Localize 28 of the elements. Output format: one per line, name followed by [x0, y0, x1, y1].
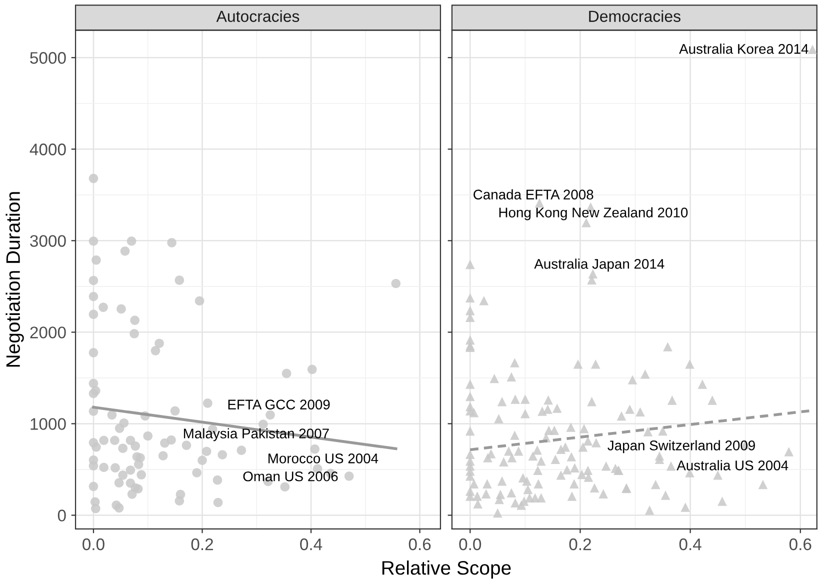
x-tick-label: 0.4: [679, 538, 702, 550]
x-tick-label: 0.4: [300, 538, 322, 550]
y-tick-label: 1000: [30, 418, 66, 430]
annotation: Hong Kong New Zealand 2010: [499, 207, 688, 220]
x-tick-label: 0.0: [82, 538, 104, 550]
x-tick-label: 0.2: [569, 538, 591, 550]
x-tick-label: 0.2: [191, 538, 213, 550]
chart-title: Democracies: [589, 10, 680, 22]
x-axis-title: Relative Scope: [382, 560, 511, 579]
y-tick-label: 2000: [30, 326, 66, 338]
annotation: Australia Japan 2014: [534, 258, 664, 272]
annotation: Canada EFTA 2008: [474, 189, 594, 200]
x-tick-label: 0.6: [408, 538, 431, 550]
chart-title: Autocracies: [216, 10, 300, 22]
y-tick-label: 5000: [30, 52, 66, 64]
y-axis-title: Negotiation Duration: [6, 192, 24, 367]
annotation: EFTA GCC 2009: [228, 400, 330, 410]
x-tick-label: 0.6: [789, 538, 812, 550]
annotation: Australia Korea 2014: [679, 44, 808, 54]
annotation: Australia US 2004: [676, 460, 788, 470]
annotation: Japan Switzerland 2009: [608, 440, 755, 454]
annotation: Malaysia Pakistan 2007: [184, 428, 329, 442]
y-tick-label: 4000: [30, 144, 66, 156]
x-tick-label: 0.0: [459, 538, 482, 550]
annotation: Morocco US 2004: [268, 454, 378, 464]
annotation: Oman US 2006: [243, 471, 338, 482]
y-tick-label: 3000: [30, 235, 66, 247]
y-tick-label: 0: [58, 510, 66, 522]
